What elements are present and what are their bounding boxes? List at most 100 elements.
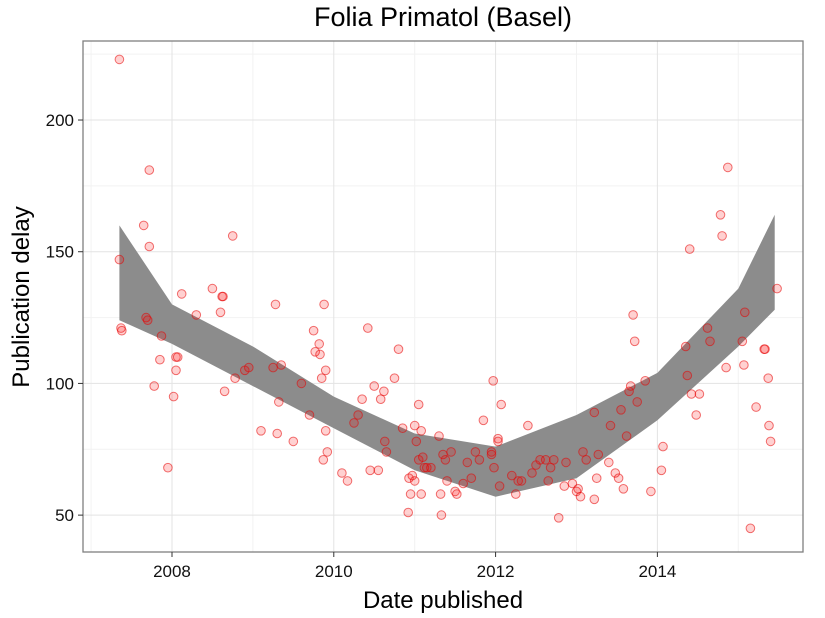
y-tick-label: 200 bbox=[46, 111, 74, 130]
data-point bbox=[288, 436, 299, 447]
data-point bbox=[315, 349, 325, 360]
data-point bbox=[304, 410, 315, 420]
data-point bbox=[765, 436, 776, 447]
data-point bbox=[426, 462, 436, 473]
data-point bbox=[493, 433, 503, 444]
data-point bbox=[610, 468, 621, 478]
data-point bbox=[256, 426, 266, 436]
data-point bbox=[516, 476, 527, 486]
plot-panel: 2008 2010 2012 2014 50 100 150 200 bbox=[46, 40, 804, 581]
x-tick-label: 2012 bbox=[477, 562, 515, 581]
data-point bbox=[155, 354, 165, 365]
data-point bbox=[413, 399, 424, 410]
data-point bbox=[605, 420, 616, 431]
data-point bbox=[314, 339, 325, 349]
data-point bbox=[403, 507, 414, 518]
data-point bbox=[682, 370, 693, 381]
data-point bbox=[411, 436, 422, 447]
data-point bbox=[658, 441, 668, 452]
data-point bbox=[114, 54, 125, 65]
data-point bbox=[308, 325, 319, 336]
data-point bbox=[369, 381, 380, 391]
y-tick-label: 50 bbox=[55, 506, 74, 525]
data-point bbox=[373, 465, 384, 476]
data-point bbox=[540, 455, 551, 465]
data-point bbox=[191, 310, 202, 320]
data-point bbox=[207, 283, 218, 294]
data-point bbox=[511, 489, 521, 499]
data-point bbox=[349, 418, 359, 428]
data-point bbox=[493, 436, 503, 447]
data-point bbox=[268, 362, 278, 373]
data-point bbox=[142, 315, 153, 326]
data-point bbox=[474, 455, 485, 465]
data-point bbox=[365, 465, 376, 476]
data-point bbox=[629, 336, 640, 347]
data-point bbox=[543, 476, 554, 486]
data-point bbox=[446, 447, 456, 457]
data-point bbox=[138, 220, 149, 231]
data-point bbox=[319, 299, 329, 310]
data-point bbox=[452, 489, 462, 499]
data-point bbox=[680, 341, 691, 352]
data-point bbox=[409, 476, 420, 486]
panel-border bbox=[82, 40, 804, 553]
data-point bbox=[276, 360, 287, 370]
data-point bbox=[381, 447, 392, 457]
data-point bbox=[772, 283, 782, 294]
data-point bbox=[172, 352, 183, 362]
data-point bbox=[296, 378, 307, 389]
data-point bbox=[721, 362, 731, 373]
data-point bbox=[496, 399, 507, 410]
data-point bbox=[470, 447, 481, 457]
data-point bbox=[581, 455, 592, 465]
data-point bbox=[694, 389, 705, 399]
data-point bbox=[272, 428, 283, 439]
y-axis-title: Publication delay bbox=[8, 206, 35, 387]
data-point bbox=[478, 415, 489, 426]
data-point bbox=[363, 323, 373, 333]
data-point bbox=[628, 310, 638, 320]
data-point bbox=[632, 397, 643, 407]
data-point bbox=[513, 476, 524, 486]
confidence-band bbox=[119, 214, 775, 497]
x-tick-label: 2010 bbox=[315, 562, 353, 581]
data-point bbox=[310, 347, 321, 357]
data-point bbox=[342, 476, 353, 486]
data-point bbox=[494, 481, 505, 491]
data-point bbox=[171, 365, 181, 376]
data-point bbox=[397, 423, 408, 434]
data-point bbox=[559, 481, 570, 491]
data-point bbox=[621, 431, 632, 441]
data-point bbox=[764, 420, 774, 431]
data-point bbox=[440, 455, 451, 465]
chart-title: Folia Primatol (Basel) bbox=[314, 2, 572, 32]
data-point bbox=[244, 362, 254, 373]
data-point bbox=[763, 373, 774, 384]
data-point bbox=[737, 336, 748, 347]
data-point bbox=[316, 373, 327, 384]
data-point bbox=[416, 489, 427, 499]
data-point bbox=[219, 386, 230, 397]
data-point bbox=[646, 486, 656, 497]
data-point bbox=[144, 165, 155, 175]
data-point bbox=[751, 402, 761, 412]
data-point bbox=[593, 449, 604, 460]
data-point bbox=[274, 397, 284, 407]
data-point bbox=[589, 494, 600, 505]
data-point bbox=[486, 447, 497, 457]
data-point bbox=[168, 391, 179, 402]
data-point bbox=[656, 465, 667, 476]
data-point bbox=[745, 523, 756, 534]
y-tick-label: 100 bbox=[46, 374, 74, 393]
data-point bbox=[375, 394, 386, 405]
data-point bbox=[318, 455, 329, 465]
data-point bbox=[144, 241, 155, 252]
data-point bbox=[578, 447, 588, 457]
data-point bbox=[549, 455, 559, 465]
data-point bbox=[507, 470, 517, 481]
data-point bbox=[545, 462, 556, 473]
data-point bbox=[409, 420, 420, 431]
data-point bbox=[573, 484, 583, 494]
data-point bbox=[270, 299, 281, 310]
